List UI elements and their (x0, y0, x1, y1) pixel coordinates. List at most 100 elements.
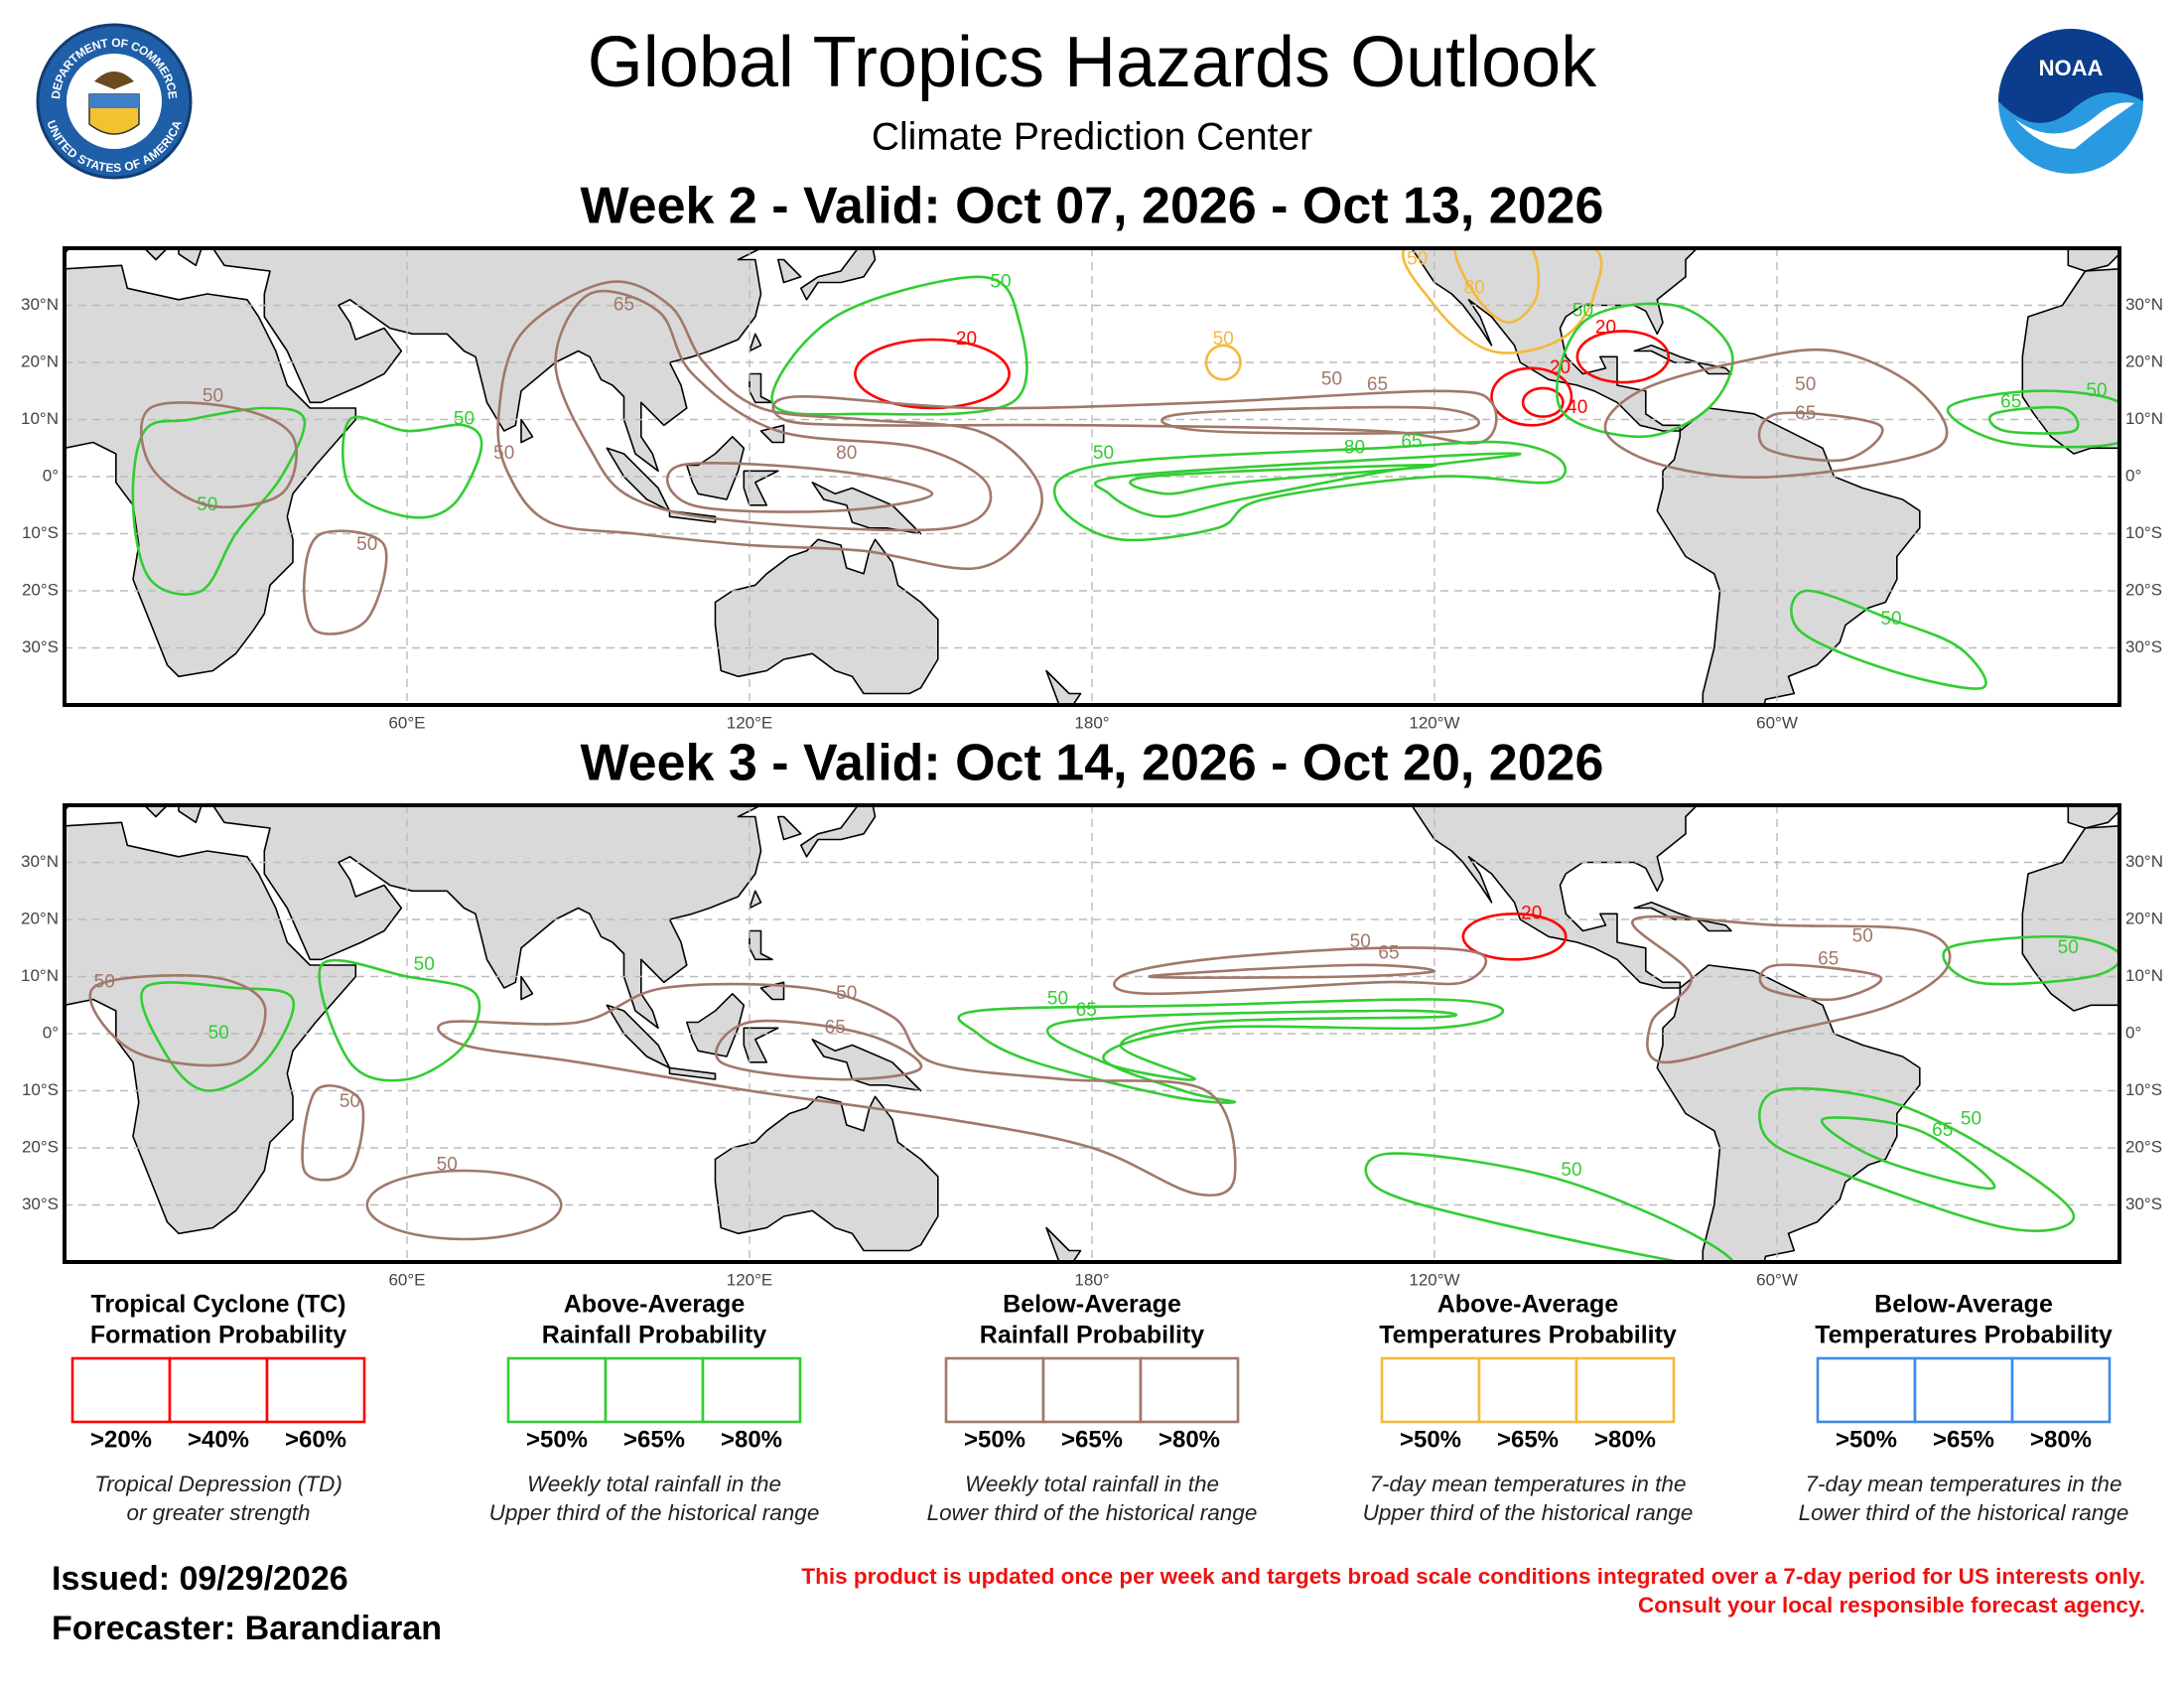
land (800, 805, 877, 858)
title: Global Tropics Hazards Outlook (588, 23, 1597, 102)
commerce-seal: DEPARTMENT OF COMMERCE UNITED STATES OF … (36, 23, 193, 180)
legend-swatch (2010, 1356, 2112, 1424)
legend-swatch (1574, 1356, 1676, 1424)
contour-label: 50 (414, 954, 435, 975)
land (749, 890, 762, 910)
contour (302, 529, 388, 635)
contour (140, 981, 296, 1092)
contour-label: 50 (493, 443, 514, 464)
lat-label: 30°S (22, 637, 59, 656)
lat-label: 20°S (2125, 1137, 2162, 1156)
land (1696, 918, 1732, 932)
legend-threshold: >50% (526, 1426, 588, 1453)
land (65, 821, 357, 1235)
contour (318, 958, 481, 1082)
legend-description: Weekly total rainfall in the (965, 1472, 1219, 1496)
legend-threshold: >80% (1159, 1426, 1220, 1453)
noaa-text: NOAA (2039, 56, 2104, 80)
legend-description: Lower third of the historical range (927, 1500, 1258, 1525)
legend-swatch (70, 1356, 172, 1424)
contour-label: 20 (956, 329, 977, 350)
lon-label: 120°E (727, 1270, 773, 1289)
land (520, 418, 534, 444)
contour-label: 50 (1213, 329, 1234, 350)
lat-label: 10°N (21, 409, 59, 428)
legend-title: Below-Average (1003, 1291, 1181, 1319)
contour (139, 401, 298, 508)
land (743, 470, 779, 506)
legend-threshold: >80% (1594, 1426, 1656, 1453)
contour (301, 1084, 365, 1182)
land (1045, 1226, 1082, 1262)
legend-swatch (944, 1356, 1045, 1424)
contour (88, 974, 267, 1067)
contour (1129, 464, 1437, 495)
contour-label: 65 (1795, 403, 1816, 424)
land (2177, 231, 2184, 260)
legend-threshold: >60% (285, 1426, 346, 1453)
contour-label: 65 (1401, 432, 1422, 453)
subtitle: Climate Prediction Center (872, 115, 1312, 158)
lat-label: 30°N (2125, 295, 2163, 314)
lon-label: 60°W (1756, 1270, 1798, 1289)
lon-label: 180° (1074, 1270, 1109, 1289)
contour-label: 50 (836, 983, 857, 1004)
contour (1758, 963, 1883, 1002)
legend-threshold: >50% (964, 1426, 1025, 1453)
contour-label: 50 (437, 1154, 458, 1175)
lat-label: 20°N (2125, 909, 2163, 927)
contour (1160, 405, 1480, 435)
map-title: Week 3 - Valid: Oct 14, 2026 - Oct 20, 2… (581, 735, 1604, 792)
land (1656, 407, 1921, 705)
legend-swatch (701, 1356, 802, 1424)
lon-label: 60°W (1756, 713, 1798, 732)
legend-title: Rainfall Probability (542, 1322, 767, 1349)
contour-label: 65 (825, 1017, 846, 1038)
legend-description: 7-day mean temperatures in the (1806, 1472, 2122, 1496)
disclaimer: Consult your local responsible forecast … (1638, 1593, 2145, 1618)
noaa-logo: NOAA (1998, 29, 2143, 174)
lat-label: 30°S (2125, 1195, 2162, 1213)
contour-label: 50 (1047, 989, 1068, 1010)
land (800, 248, 877, 301)
lat-label: 20°S (2125, 580, 2162, 599)
lat-label: 30°N (21, 295, 59, 314)
contour (1946, 389, 2119, 449)
contour-label: 80 (836, 443, 857, 464)
contour (1045, 1009, 1458, 1081)
contour (1556, 302, 1734, 439)
legend-swatch (506, 1356, 608, 1424)
land (686, 436, 746, 500)
contour-label: 65 (2000, 391, 2021, 412)
contour (1631, 914, 1952, 1064)
lat-label: 30°N (21, 852, 59, 871)
lat-label: 0° (43, 1023, 59, 1042)
contour (1490, 366, 1573, 427)
contour (1790, 589, 1987, 690)
lat-label: 10°S (2125, 523, 2162, 542)
contour-label: 50 (203, 386, 223, 407)
land (686, 993, 746, 1057)
lon-label: 180° (1074, 713, 1109, 732)
legend-title: Formation Probability (90, 1322, 346, 1349)
land (143, 805, 169, 818)
legend-threshold: >80% (721, 1426, 782, 1453)
lat-label: 20°N (21, 352, 59, 370)
lat-label: 30°S (22, 1195, 59, 1213)
contour (365, 1169, 563, 1241)
legend-description: 7-day mean temperatures in the (1370, 1472, 1687, 1496)
land (2177, 788, 2184, 817)
contour-label: 40 (1567, 397, 1587, 418)
contour (131, 406, 307, 596)
legend-description: Upper third of the historical range (489, 1500, 820, 1525)
lat-label: 10°S (22, 1080, 59, 1099)
land (2067, 248, 2119, 272)
contour (1148, 963, 1436, 979)
contour (1521, 386, 1565, 418)
lat-label: 10°N (21, 966, 59, 985)
contour-label: 65 (1367, 374, 1388, 395)
legend-title: Below-Average (1874, 1291, 2053, 1319)
legend-swatch (604, 1356, 705, 1424)
